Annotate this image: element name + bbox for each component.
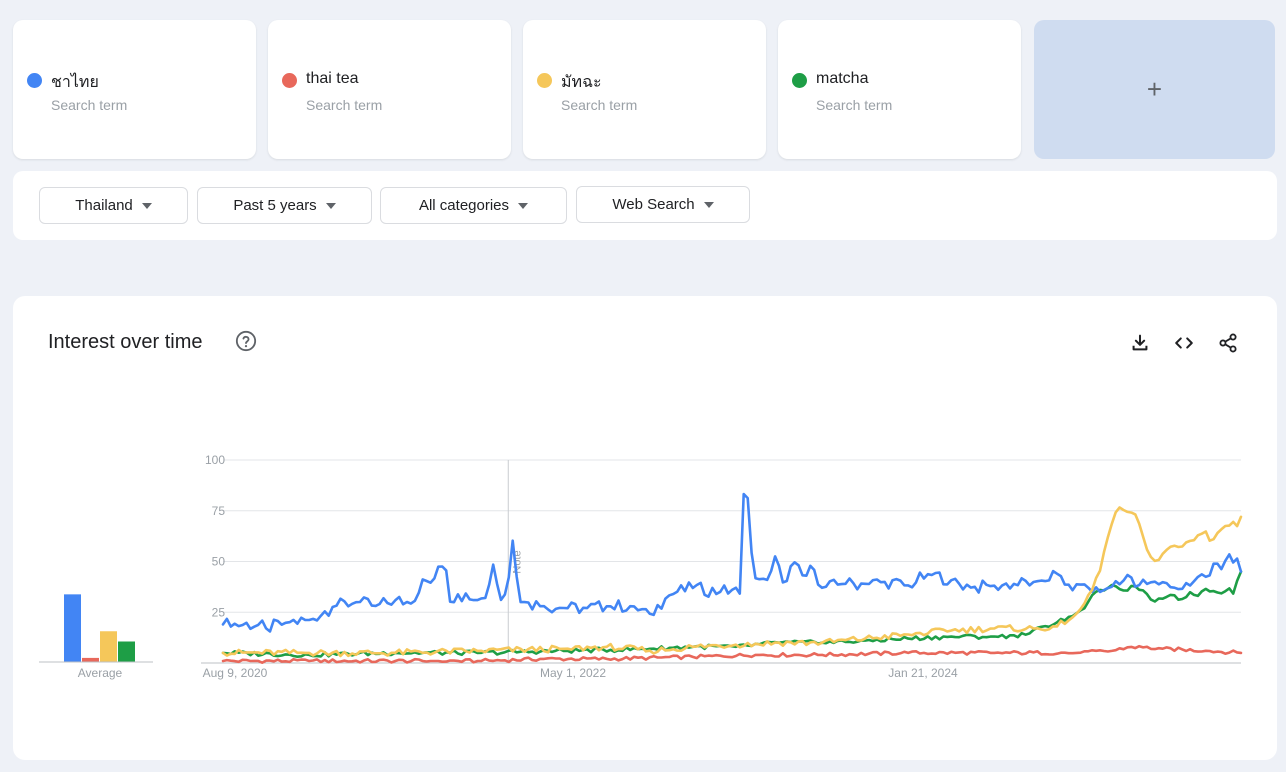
term-color-dot bbox=[27, 73, 42, 88]
chart-grid bbox=[201, 459, 1241, 664]
add-comparison-button[interactable]: + bbox=[1034, 20, 1275, 159]
share-icon[interactable] bbox=[1217, 332, 1239, 354]
series-line-3 bbox=[221, 506, 1243, 658]
region-value: Thailand bbox=[75, 197, 133, 214]
term-card-2[interactable]: thai tea Search term bbox=[268, 20, 511, 159]
y-tick-label: 100 bbox=[205, 453, 225, 467]
panel-title: Interest over time bbox=[48, 331, 203, 353]
x-tick-label: Jan 21, 2024 bbox=[888, 666, 958, 680]
plus-icon: + bbox=[1146, 74, 1163, 104]
help-icon[interactable] bbox=[235, 330, 257, 352]
y-tick-label: 75 bbox=[212, 504, 226, 518]
x-tick-label: Aug 9, 2020 bbox=[203, 666, 268, 680]
term-name: matcha bbox=[816, 70, 869, 87]
average-bars: Average bbox=[39, 594, 153, 680]
term-color-dot bbox=[537, 73, 552, 88]
chart-lines bbox=[221, 492, 1243, 665]
search-property-value: Web Search bbox=[612, 196, 695, 213]
term-name: มัทฉะ bbox=[561, 74, 602, 91]
average-label: Average bbox=[78, 666, 123, 680]
term-name: thai tea bbox=[306, 70, 359, 87]
caret-down-icon bbox=[325, 202, 336, 209]
time-range-dropdown[interactable]: Past 5 years bbox=[197, 187, 372, 224]
average-bar bbox=[118, 641, 135, 662]
term-type: Search term bbox=[51, 97, 128, 113]
caret-down-icon bbox=[141, 202, 152, 209]
interest-over-time-panel: Note Average 25 50 75 100 Aug 9, 2020 May 1, … bbox=[13, 296, 1277, 760]
download-icon[interactable] bbox=[1129, 332, 1151, 354]
series-line-2 bbox=[221, 644, 1243, 665]
term-type: Search term bbox=[816, 97, 893, 113]
chart-labels: 25 50 75 100 Aug 9, 2020 May 1, 2022 Jan 21, 2… bbox=[203, 453, 958, 680]
term-color-dot bbox=[792, 73, 807, 88]
term-type: Search term bbox=[561, 97, 638, 113]
caret-down-icon bbox=[703, 201, 714, 208]
average-bar bbox=[82, 657, 99, 662]
time-range-value: Past 5 years bbox=[233, 197, 317, 214]
term-card-4[interactable]: matcha Search term bbox=[778, 20, 1021, 159]
series-line-4 bbox=[221, 570, 1243, 659]
region-dropdown[interactable]: Thailand bbox=[39, 187, 188, 224]
term-card-3[interactable]: มัทฉะ Search term bbox=[523, 20, 766, 159]
y-tick-label: 50 bbox=[212, 555, 226, 569]
series-line-1 bbox=[221, 492, 1243, 633]
filter-bar: Thailand Past 5 years All categories Web… bbox=[13, 171, 1277, 240]
embed-icon[interactable] bbox=[1173, 332, 1195, 354]
category-value: All categories bbox=[418, 197, 510, 214]
term-type: Search term bbox=[306, 97, 383, 113]
caret-down-icon bbox=[518, 202, 529, 209]
term-card-1[interactable]: ชาไทย Search term bbox=[13, 20, 256, 159]
term-name: ชาไทย bbox=[51, 74, 99, 91]
average-bar bbox=[64, 594, 81, 662]
search-property-dropdown[interactable]: Web Search bbox=[576, 186, 750, 223]
average-bar bbox=[100, 631, 117, 662]
term-color-dot bbox=[282, 73, 297, 88]
category-dropdown[interactable]: All categories bbox=[380, 187, 567, 224]
x-tick-label: May 1, 2022 bbox=[540, 666, 606, 680]
y-tick-label: 25 bbox=[212, 605, 226, 619]
